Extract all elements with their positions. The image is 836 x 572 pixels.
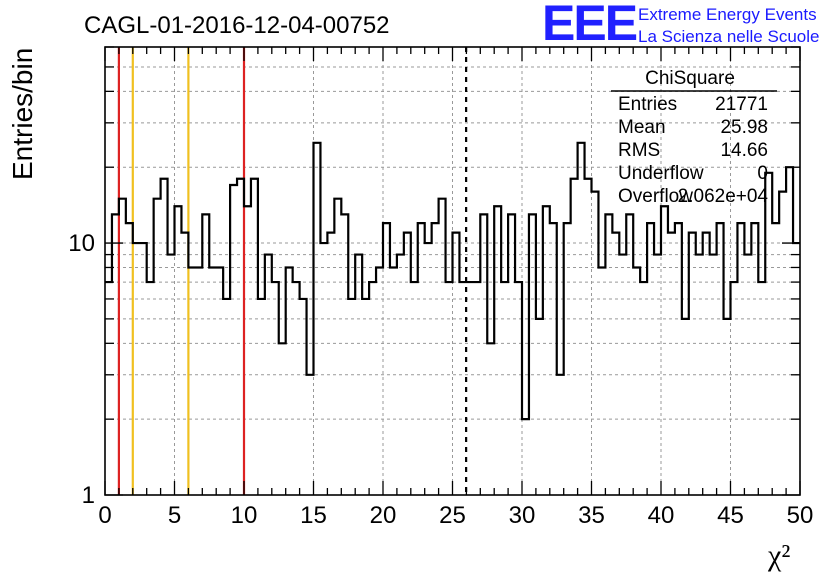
y-tick-label: 1 xyxy=(82,482,95,509)
x-tick-labels: 0 5 10 15 20 25 30 35 40 45 50 xyxy=(98,502,813,529)
x-tick-label: 25 xyxy=(439,502,466,529)
x-tick-label: 40 xyxy=(648,502,675,529)
eee-logo-line1: Extreme Energy Events xyxy=(638,5,817,24)
y-axis-label: Entries/bin xyxy=(7,48,38,180)
histogram-line xyxy=(105,141,800,421)
stats-title: ChiSquare xyxy=(645,68,735,89)
stats-row-label: RMS xyxy=(618,140,660,161)
stats-row-value: 0 xyxy=(757,163,768,184)
stats-row-value: 14.66 xyxy=(720,140,768,161)
stats-row-label: Entries xyxy=(618,94,677,115)
stats-box: ChiSquare Entries 21771 Mean 25.98 RMS 14.66 U… xyxy=(611,68,777,207)
eee-logo: EEE Extreme Energy Events La Scienza nel… xyxy=(542,0,819,51)
x-tick-label: 30 xyxy=(509,502,536,529)
x-tick-label: 20 xyxy=(370,502,397,529)
stats-row-value: 2.062e+04 xyxy=(678,186,769,207)
x-tick-label: 50 xyxy=(787,502,814,529)
eee-logo-line2: La Scienza nelle Scuole xyxy=(638,27,819,46)
x-tick-label: 0 xyxy=(98,502,111,529)
x-axis-label: χ² xyxy=(767,539,790,572)
y-tick-labels: 1 10 xyxy=(68,230,95,509)
stats-row-label: Underflow xyxy=(618,163,704,184)
stats-row-value: 21771 xyxy=(715,94,768,115)
stats-rows: Entries 21771 Mean 25.98 RMS 14.66 Underflow 0 O… xyxy=(618,94,768,207)
eee-logo-mark: EEE xyxy=(542,0,637,51)
axis-ticks xyxy=(104,46,801,496)
chart-title: CAGL-01-2016-12-04-00752 xyxy=(84,12,390,39)
x-tick-label: 35 xyxy=(578,502,605,529)
x-tick-label: 15 xyxy=(300,502,327,529)
y-tick-label: 10 xyxy=(68,230,95,257)
stats-row-value: 25.98 xyxy=(720,117,768,138)
x-tick-label: 45 xyxy=(717,502,744,529)
stats-row-label: Mean xyxy=(618,117,666,138)
reference-lines xyxy=(117,47,468,495)
stats-row-label: Overflow xyxy=(618,186,693,207)
x-tick-label: 10 xyxy=(231,502,258,529)
x-tick-label: 5 xyxy=(168,502,181,529)
